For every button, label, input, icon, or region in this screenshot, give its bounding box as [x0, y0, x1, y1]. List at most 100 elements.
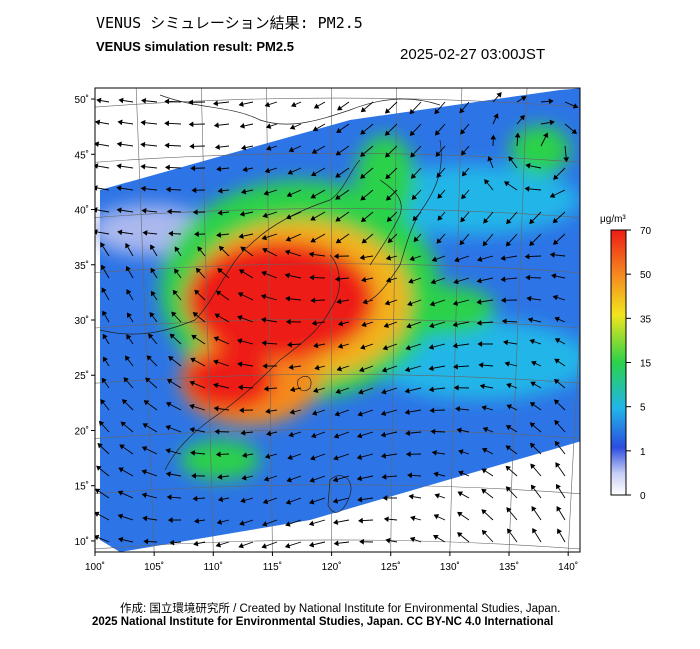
wind-arrow — [476, 299, 494, 305]
wind-arrow — [527, 317, 542, 323]
wind-arrow — [476, 277, 494, 284]
wind-arrow — [126, 334, 134, 345]
wind-arrow — [101, 377, 110, 389]
lon-tick-label: 115˚ — [263, 561, 282, 573]
wind-arrow — [240, 246, 254, 257]
wind-arrow — [410, 515, 422, 522]
wind-arrow — [168, 230, 182, 237]
meridian — [390, 88, 398, 552]
wind-arrow — [457, 511, 470, 521]
wind-arrow — [239, 519, 254, 526]
wind-arrow — [380, 431, 398, 438]
wind-arrow — [387, 233, 398, 243]
wind-arrow — [361, 276, 374, 283]
wind-arrow — [310, 233, 326, 243]
field-red-blob-south — [185, 350, 275, 410]
wind-arrow — [214, 144, 230, 150]
wind-arrow — [481, 488, 494, 499]
wind-arrow — [384, 145, 398, 158]
lon-tick-label: 110˚ — [204, 561, 223, 573]
wind-arrow — [261, 340, 278, 346]
wind-arrow — [553, 167, 566, 180]
parallel — [95, 263, 580, 274]
wind-arrow — [141, 446, 158, 455]
wind-arrow — [413, 233, 422, 242]
wind-arrow — [335, 167, 350, 178]
wind-arrow — [102, 310, 110, 323]
wind-arrow — [361, 321, 374, 328]
wind-arrow — [433, 471, 446, 478]
wind-arrow — [165, 186, 182, 193]
wind-arrow — [216, 232, 230, 238]
wind-arrow — [525, 162, 542, 169]
wind-arrow — [476, 320, 494, 326]
wind-arrow — [437, 189, 446, 199]
colorbar-unit: μg/m³ — [600, 214, 626, 225]
wind-arrow — [492, 92, 502, 103]
wind-arrow — [284, 249, 302, 257]
wind-arrow — [284, 272, 302, 279]
lon-tick-label: 105˚ — [144, 561, 164, 573]
wind-arrow — [236, 338, 254, 345]
parallel — [95, 208, 580, 218]
wind-arrow — [505, 465, 518, 477]
lon-tick-label: 135˚ — [499, 561, 519, 573]
wind-arrow — [456, 427, 470, 434]
wind-arrow — [140, 141, 158, 148]
wind-arrow — [384, 123, 398, 136]
wind-arrow — [215, 290, 230, 301]
wind-arrow — [357, 496, 374, 503]
wind-arrow — [143, 400, 158, 411]
wind-arrow — [529, 338, 542, 345]
meridian — [567, 317, 580, 552]
wind-arrow — [540, 98, 554, 105]
wind-arrow — [288, 364, 302, 370]
colorbar-gradient — [610, 229, 627, 496]
wind-arrow — [124, 355, 134, 367]
wind-arrow — [554, 419, 566, 433]
wind-arrow — [264, 453, 278, 459]
wind-arrow — [240, 188, 254, 195]
wind-arrow — [482, 427, 494, 433]
wind-arrow — [549, 252, 566, 258]
wind-arrow — [287, 453, 302, 460]
wind-arrow — [309, 475, 326, 483]
wind-arrow — [314, 364, 326, 371]
wind-arrow — [540, 132, 549, 147]
lat-tick-label: 25˚ — [75, 370, 89, 382]
wind-arrow — [356, 475, 374, 482]
lat-tick-label: 10˚ — [75, 536, 89, 548]
wind-arrow — [238, 233, 254, 239]
wind-arrow — [336, 123, 350, 133]
colorbar-tick-label: 70 — [640, 226, 652, 237]
wind-arrow — [174, 268, 182, 279]
wind-arrow — [549, 189, 566, 198]
wind-arrow — [101, 287, 110, 301]
lon-tick-label: 120˚ — [322, 561, 342, 573]
wind-arrow — [334, 276, 350, 282]
wind-arrow — [240, 497, 254, 504]
colorbar-tick-label: 0 — [640, 491, 646, 502]
wind-arrow — [409, 123, 422, 137]
wind-arrow — [460, 123, 470, 135]
wind-arrow — [564, 101, 579, 109]
wind-arrow — [262, 497, 278, 505]
wind-arrow — [286, 211, 302, 220]
wind-arrow — [238, 101, 254, 107]
wind-arrow — [409, 536, 422, 543]
wind-arrow — [150, 244, 158, 257]
wind-arrow — [334, 409, 350, 417]
wind-arrow — [260, 317, 278, 323]
wind-arrow — [384, 101, 398, 114]
wind-arrow — [309, 497, 326, 505]
wind-arrow — [96, 465, 110, 477]
wind-arrow — [143, 538, 158, 545]
wind-arrow — [500, 255, 518, 261]
wind-arrow — [554, 338, 566, 345]
wind-arrow — [313, 101, 326, 109]
wind-arrow — [434, 101, 446, 115]
wind-arrow — [168, 356, 182, 367]
wind-arrow — [287, 167, 302, 175]
field-green-blob-sw — [180, 440, 260, 480]
meridian — [135, 88, 155, 552]
